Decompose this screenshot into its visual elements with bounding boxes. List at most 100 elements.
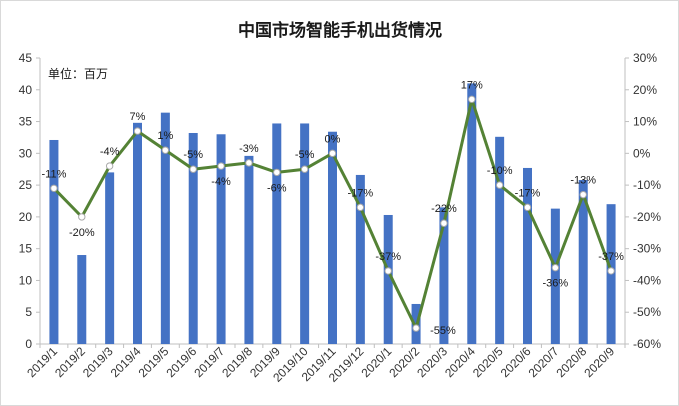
line-point — [551, 264, 560, 272]
y-right-tick-label: -50% — [633, 305, 661, 319]
bar — [272, 123, 282, 344]
x-tick-label: 2019/3 — [80, 344, 116, 380]
axes: 051015202530354045-60%-50%-40%-30%-20%-1… — [19, 51, 662, 351]
line-data-label: 0% — [325, 133, 341, 145]
y-right-tick-label: -10% — [633, 178, 661, 192]
line-point — [356, 203, 365, 212]
line-data-label: 17% — [461, 79, 483, 91]
bar — [523, 167, 532, 344]
line-point — [245, 159, 253, 167]
bar — [160, 112, 170, 344]
line-data-label: -4% — [100, 146, 120, 158]
data-labels: -11% -20% -4% 7% 1% -5% -4% -3% -6% -5% 0% -17% -37%… — [41, 79, 624, 337]
line-data-label: -37% — [375, 251, 401, 263]
line-point — [412, 324, 420, 332]
line-data-label: -4% — [211, 176, 231, 188]
line-point — [523, 203, 532, 212]
line-point — [105, 162, 114, 170]
x-tick-label: 2020/8 — [553, 344, 589, 380]
bar — [355, 174, 365, 344]
line-point — [440, 219, 448, 227]
y-right-tick-label: 0% — [633, 146, 651, 160]
x-tick-label: 2019/5 — [136, 344, 172, 380]
line-point — [217, 162, 225, 170]
line-point — [300, 165, 309, 173]
y-left-tick-label: 25 — [19, 178, 33, 192]
line-point — [495, 181, 504, 189]
y-right-tick-label: -40% — [633, 273, 661, 287]
line-point — [607, 267, 615, 275]
line-data-label: -6% — [267, 182, 287, 194]
x-tick-label: 2019/4 — [108, 344, 144, 380]
line-point — [384, 267, 392, 275]
line-data-label: 1% — [157, 130, 173, 142]
bar — [328, 131, 337, 344]
bar — [300, 123, 310, 344]
bar — [578, 180, 588, 344]
x-tick-labels: 2019/12019/22019/32019/42019/52019/62019… — [24, 344, 617, 385]
line-point — [468, 95, 476, 104]
line-data-label: -5% — [295, 149, 315, 161]
line-data-label: -22% — [431, 203, 457, 215]
x-tick-label: 2020/2 — [386, 344, 422, 380]
x-tick-label: 2019/2 — [52, 344, 88, 380]
y-right-tick-label: 20% — [633, 83, 657, 97]
line-point — [78, 213, 86, 221]
line-data-label: -55% — [430, 325, 456, 337]
x-tick-label: 2020/9 — [581, 344, 617, 380]
bar — [49, 139, 59, 344]
y-left-tick-label: 0 — [25, 337, 32, 351]
line-data-label: -17% — [515, 187, 541, 199]
y-right-tick-label: 30% — [633, 51, 657, 65]
y-right-tick-label: -20% — [633, 210, 661, 224]
y-right-tick-label: 10% — [633, 115, 657, 129]
x-tick-label: 2020/6 — [498, 344, 534, 380]
x-tick-label: 2019/8 — [219, 344, 255, 380]
y-left-tick-label: 10 — [19, 273, 33, 287]
bar — [383, 214, 393, 344]
line-point — [133, 127, 142, 135]
y-left-tick-label: 45 — [19, 51, 33, 65]
line-data-label: -10% — [487, 165, 513, 177]
bar — [244, 155, 254, 344]
line-point — [50, 184, 58, 192]
bar — [495, 136, 505, 344]
x-tick-label: 2020/1 — [358, 344, 394, 380]
line-data-label: -11% — [41, 168, 66, 180]
line-data-label: -5% — [183, 149, 203, 161]
chart-title: 中国市场智能手机出货情况 — [238, 20, 442, 41]
line-point — [161, 146, 170, 154]
y-left-tick-label: 40 — [19, 83, 33, 97]
x-tick-label: 2019/6 — [163, 344, 199, 380]
line-data-label: -17% — [348, 187, 374, 199]
bar — [550, 208, 560, 344]
line-point — [579, 190, 587, 199]
line-data-label: -20% — [69, 227, 95, 239]
y-left-tick-label: 30 — [19, 146, 33, 160]
y-right-tick-label: -60% — [633, 337, 661, 351]
unit-label: 单位：百万 — [48, 66, 108, 81]
bar — [105, 172, 115, 344]
x-tick-label: 2020/4 — [442, 344, 478, 380]
bar — [216, 134, 226, 344]
line-data-label: -36% — [543, 278, 569, 290]
line-series — [50, 95, 615, 332]
x-tick-label: 2019/7 — [191, 344, 227, 380]
bar — [439, 207, 449, 344]
bar — [77, 255, 87, 344]
y-left-tick-label: 35 — [19, 115, 33, 129]
y-left-tick-label: 5 — [25, 305, 32, 319]
line-data-label: -13% — [570, 175, 596, 187]
x-tick-label: 2020/5 — [470, 344, 506, 380]
y-left-tick-label: 15 — [19, 242, 33, 256]
line-point — [328, 149, 337, 158]
line-data-label: -3% — [239, 143, 259, 155]
line-data-label: -37% — [598, 251, 624, 263]
y-left-tick-label: 20 — [19, 210, 33, 224]
x-tick-label: 2020/3 — [414, 344, 450, 380]
bar — [188, 132, 198, 344]
line-point — [273, 168, 281, 177]
x-tick-label: 2020/7 — [526, 344, 562, 380]
line-point — [189, 165, 197, 173]
